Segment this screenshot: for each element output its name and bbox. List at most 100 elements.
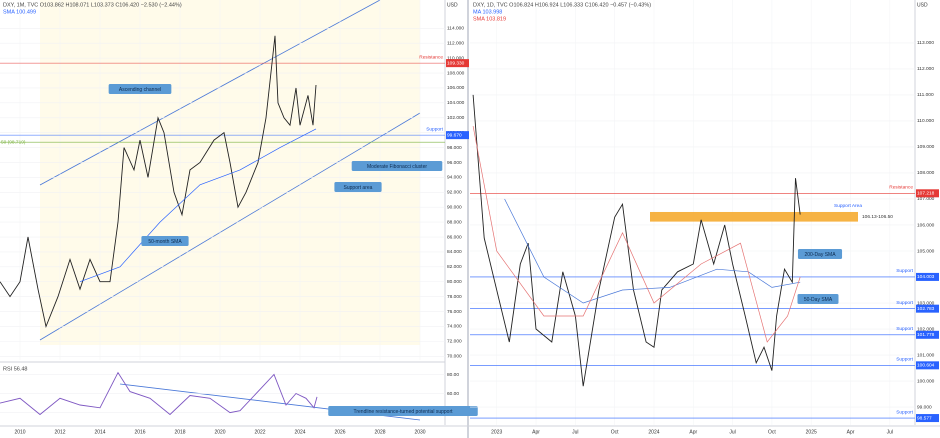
level-name: Resistance [419,54,443,60]
chart-subheader: SMA 103.819 [473,16,506,22]
x-tick-label: 2014 [94,429,105,435]
x-tick-label: 2023 [491,429,502,435]
x-tick-label: Apr [847,429,855,435]
price-label: 99.670 [447,132,462,138]
y-tick-label: 76.000 [447,309,462,315]
x-tick-label: 2024 [648,429,659,435]
price-label: 98.577 [917,415,932,421]
x-tick-label: 2022 [254,429,265,435]
y-tick-label: 80.00 [447,372,459,378]
chart-subheader: SMA 100.499 [3,9,36,15]
x-tick-label: 2025 [806,429,817,435]
price-label-box [916,414,939,423]
callout-text: Trendline resistance-turned potential su… [353,409,453,415]
callout-text: Support area [344,185,373,191]
chart-header: RSI 56.48 [3,366,27,372]
price-label-box [916,189,939,198]
y-tick-label: 72.000 [447,339,462,345]
zone-label: 106.13-106.50 [862,214,893,220]
price-label: 107.218 [917,191,935,197]
price-label-box [916,272,939,281]
y-tick-label: 110.000 [447,55,464,61]
y-tick-label: 110.000 [917,118,934,124]
series-line [504,198,801,304]
chart-header: DXY, 1M, TVC O103.862 H108.071 L103.373 … [3,2,182,8]
price-label: 104.003 [917,274,935,280]
zone-name: Support Area [834,203,862,209]
callout-box [351,161,443,171]
x-tick-label: Apr [532,429,540,435]
callout-box [328,406,478,416]
level-name: Support [896,409,913,415]
x-tick-label: 2030 [414,429,425,435]
y-tick-label: 104.000 [447,100,465,106]
y-tick-label: 112.000 [917,66,934,72]
x-tick-label: 2012 [54,429,65,435]
price-label: 101.778 [917,332,935,338]
callout-text: Ascending channel [119,87,161,93]
callout-box [334,182,382,192]
x-tick-label: 2024 [294,429,305,435]
axis-unit: USD [917,2,928,8]
y-tick-label: 90.000 [447,204,462,210]
series-line [79,128,317,283]
series-line [0,35,317,329]
price-label-box [446,59,469,68]
x-tick-label: Apr [689,429,697,435]
y-tick-label: 112.000 [447,40,464,46]
x-tick-label: Jul [729,429,735,435]
price-label: 109.330 [447,60,465,66]
y-tick-label: 74.000 [447,324,462,330]
chart-subheader: MA 103.998 [473,9,502,15]
x-tick-label: 2020 [214,429,225,435]
y-tick-label: 78.000 [447,294,462,300]
callout-text: 50-month SMA [148,239,182,245]
callout-text: Moderate Fibonacci cluster [367,164,427,170]
channel-shade [40,0,420,345]
level-name: Support [896,268,913,274]
y-tick-label: 92.000 [447,190,462,196]
y-tick-label: 101.000 [917,352,935,358]
y-tick-label: 111.000 [917,92,934,98]
x-tick-label: 2010 [14,429,25,435]
y-tick-label: 109.000 [917,144,935,150]
callout-text: 200-Day SMA [804,252,836,258]
x-tick-label: 2018 [174,429,185,435]
x-tick-label: 2016 [134,429,145,435]
callout-box [797,294,839,304]
y-tick-label: 106.000 [917,222,935,228]
price-label-box [446,131,469,140]
price-label: 102.783 [917,306,935,312]
callout-box [141,236,189,246]
price-label: 100.604 [917,363,935,369]
y-tick-label: 70.000 [447,354,462,360]
price-label-box [916,304,939,313]
support-zone [650,211,858,222]
x-tick-label: 2026 [334,429,345,435]
level-name: Support [896,326,913,332]
series-line [472,126,801,343]
y-tick-label: 60.00 [447,391,459,397]
y-tick-label: 114.000 [447,26,464,32]
series-line [472,94,801,387]
y-tick-label: 102.000 [447,115,465,121]
y-tick-label: 98.000 [447,145,462,151]
y-tick-label: 82.000 [447,264,462,270]
y-tick-label: 84.000 [447,249,462,255]
price-label-box [916,361,939,370]
channel-upper [39,0,381,186]
y-tick-label: 113.000 [917,40,934,46]
y-tick-label: 108.000 [917,170,935,176]
level-name: Resistance [889,185,913,191]
level-name: Support [896,357,913,363]
series-line [0,371,318,416]
y-tick-label: 80.000 [447,279,462,285]
level-name: Support [896,300,913,306]
x-tick-label: 2028 [374,429,385,435]
x-tick-label: Jul [887,429,893,435]
level-name: Support [426,126,443,132]
y-tick-label: 86.000 [447,234,462,240]
chart-header: DXY, 1D, TVC O106.824 H106.924 L106.333 … [473,2,651,8]
y-tick-label: 99.000 [917,404,932,410]
